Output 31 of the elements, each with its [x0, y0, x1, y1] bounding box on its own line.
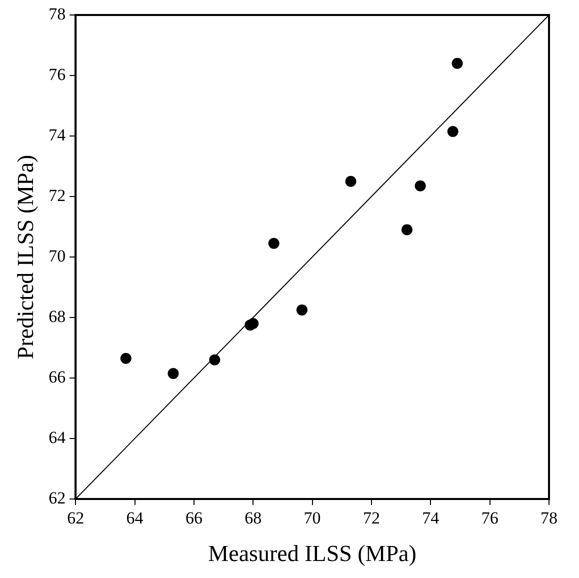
- x-tick-label: 66: [185, 508, 202, 528]
- x-tick-label: 70: [304, 508, 321, 528]
- x-tick-label: 76: [481, 508, 498, 528]
- y-tick-label: 74: [48, 125, 66, 144]
- y-axis-title: Predicted ILSS (MPa): [12, 154, 38, 360]
- point: [345, 176, 356, 187]
- point: [248, 318, 259, 330]
- x-tick-label: 74: [422, 508, 440, 528]
- point: [414, 180, 426, 192]
- point: [168, 368, 179, 379]
- point: [120, 352, 132, 364]
- point: [209, 354, 220, 366]
- x-tick-label: 68: [244, 508, 262, 528]
- point: [452, 58, 463, 69]
- point: [401, 224, 412, 236]
- y-tick-label: 78: [48, 4, 66, 24]
- y-tick-label: 68: [48, 306, 66, 326]
- y-tick-label: 76: [48, 64, 66, 84]
- x-tick-label: 62: [67, 508, 84, 528]
- point: [268, 238, 280, 249]
- y-tick-label: 64: [48, 428, 66, 447]
- point: [296, 304, 308, 316]
- y-tick-label: 62: [48, 488, 66, 508]
- y-tick-label: 70: [48, 246, 66, 266]
- y-tick-label: 72: [48, 186, 66, 205]
- x-tick-label: 64: [126, 508, 144, 528]
- point: [447, 126, 458, 137]
- x-axis-title: Measured ILSS (MPa): [208, 541, 416, 566]
- y-tick-label: 66: [48, 367, 66, 386]
- x-tick-label: 78: [540, 508, 558, 528]
- x-tick-label: 72: [362, 508, 380, 528]
